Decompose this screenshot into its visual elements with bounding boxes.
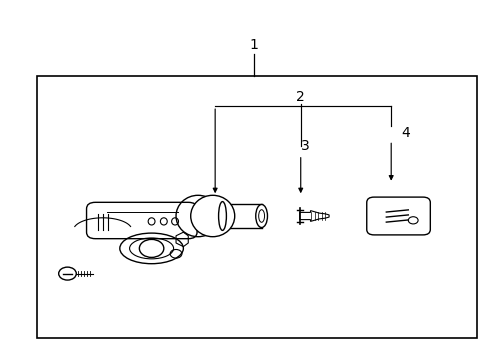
Ellipse shape xyxy=(218,202,226,230)
Text: 2: 2 xyxy=(296,90,305,104)
Ellipse shape xyxy=(255,204,267,228)
Text: 1: 1 xyxy=(249,38,258,52)
Text: 3: 3 xyxy=(301,139,309,153)
Ellipse shape xyxy=(190,195,234,237)
Text: 4: 4 xyxy=(401,126,409,140)
Bar xyxy=(37,76,476,338)
